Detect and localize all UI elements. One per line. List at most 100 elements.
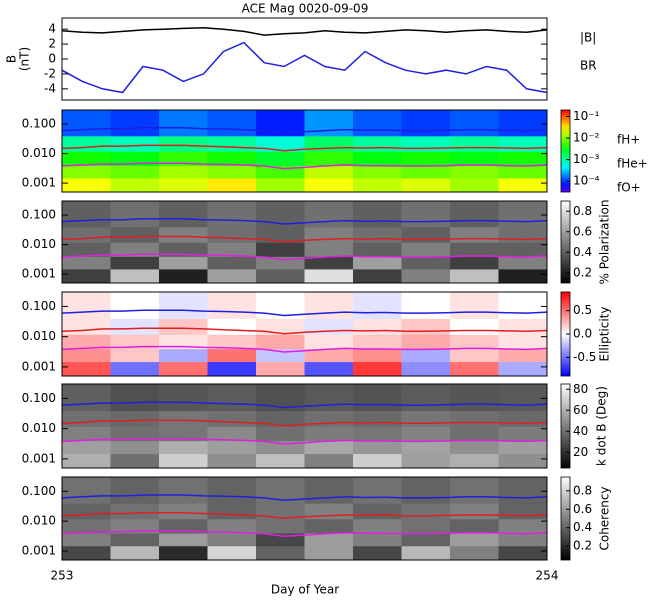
heat-cell <box>207 177 257 193</box>
heat-cell <box>110 177 160 193</box>
heat-cell <box>110 503 160 520</box>
heat-cell <box>207 533 257 547</box>
heat-cell <box>353 384 402 411</box>
heat-cell <box>401 201 451 228</box>
heat-cell <box>207 348 257 363</box>
heat-cell <box>62 177 111 193</box>
heat-cell <box>207 110 257 137</box>
heat-cell <box>304 242 354 257</box>
heat-cell <box>304 292 354 319</box>
legend-label: fH+ <box>617 133 640 147</box>
heat-cell <box>353 440 402 455</box>
heat-cell <box>159 426 208 442</box>
heat-cell <box>353 334 402 350</box>
heat-cell <box>353 268 402 284</box>
heat-cell <box>159 453 208 469</box>
y-tick-label: 0.100 <box>22 391 56 405</box>
heat-cell <box>256 268 305 284</box>
heat-cell <box>62 503 111 520</box>
heat-cell <box>450 503 499 520</box>
heat-cell <box>450 533 499 547</box>
heat-cell <box>207 410 257 427</box>
y-tick-label: -4 <box>44 81 56 95</box>
data-line <box>61 512 548 519</box>
heat-cell <box>401 477 451 504</box>
heat-cell <box>498 135 548 152</box>
heat-cell <box>159 151 208 166</box>
heat-cell <box>498 453 548 469</box>
heat-cell <box>110 440 160 455</box>
heat-cell <box>62 201 111 228</box>
colorbar-tick-label: -0.5 <box>573 350 596 364</box>
plot-frame <box>61 291 548 377</box>
heat-cell <box>498 361 548 377</box>
heat-cell <box>110 242 160 257</box>
heat-cell <box>353 151 402 166</box>
heat-cell <box>207 242 257 257</box>
heat-cell <box>159 334 208 350</box>
heat-cell <box>498 177 548 193</box>
heat-cell <box>110 151 160 166</box>
heat-cell <box>498 226 548 243</box>
heat-cell <box>110 226 160 243</box>
data-line <box>61 327 548 335</box>
heat-cell <box>207 518 257 534</box>
heat-cell <box>256 151 305 166</box>
heat-cell <box>401 292 451 319</box>
heat-cell <box>159 361 208 377</box>
heat-cell <box>304 453 354 469</box>
heat-cell <box>498 348 548 363</box>
y-tick-label: 2 <box>48 37 56 51</box>
heat-cell <box>62 226 111 243</box>
heat-cell <box>450 226 499 243</box>
heat-cell <box>159 110 208 137</box>
heat-cell <box>62 256 111 270</box>
heat-cell <box>401 503 451 520</box>
heat-cell <box>450 477 499 504</box>
legend-label: BR <box>580 59 597 73</box>
heat-cell <box>353 426 402 442</box>
heat-cell <box>498 256 548 270</box>
colorbar-tick-label: 0.2 <box>573 539 592 553</box>
heat-cell <box>401 361 451 377</box>
heat-cell <box>304 165 354 179</box>
heat-cell <box>62 292 111 319</box>
data-line <box>61 419 548 427</box>
y-tick-label: -2 <box>44 66 56 80</box>
heat-cell <box>304 440 354 455</box>
y-tick-label: 0.001 <box>22 544 56 558</box>
heat-cell <box>353 453 402 469</box>
y-tick-label: 0.100 <box>22 484 56 498</box>
heat-cell <box>353 518 402 534</box>
heat-cell <box>110 318 160 335</box>
heat-cell <box>450 334 499 350</box>
heat-cell <box>62 268 111 284</box>
heat-cell <box>353 226 402 243</box>
heat-cell <box>304 348 354 363</box>
heat-cell <box>450 426 499 442</box>
heat-cell <box>304 151 354 166</box>
data-line <box>61 494 548 501</box>
heat-cell <box>159 256 208 270</box>
colorbar-tick-label: 0.0 <box>573 327 592 341</box>
heat-cell <box>401 440 451 455</box>
heat-cell <box>304 545 354 561</box>
heat-cell <box>353 292 402 319</box>
plot-frame <box>61 383 548 469</box>
heat-cell <box>401 177 451 193</box>
heat-cell <box>498 533 548 547</box>
heat-cell <box>401 453 451 469</box>
heat-cell <box>401 151 451 166</box>
heat-cell <box>62 533 111 547</box>
heat-cell <box>110 453 160 469</box>
heat-cell <box>207 318 257 335</box>
heat-cell <box>207 268 257 284</box>
heat-cell <box>62 477 111 504</box>
heat-cell <box>353 533 402 547</box>
data-line <box>61 437 548 445</box>
heat-cell <box>401 410 451 427</box>
colorbar <box>560 383 571 469</box>
heat-cell <box>207 440 257 455</box>
heat-cell <box>110 477 160 504</box>
